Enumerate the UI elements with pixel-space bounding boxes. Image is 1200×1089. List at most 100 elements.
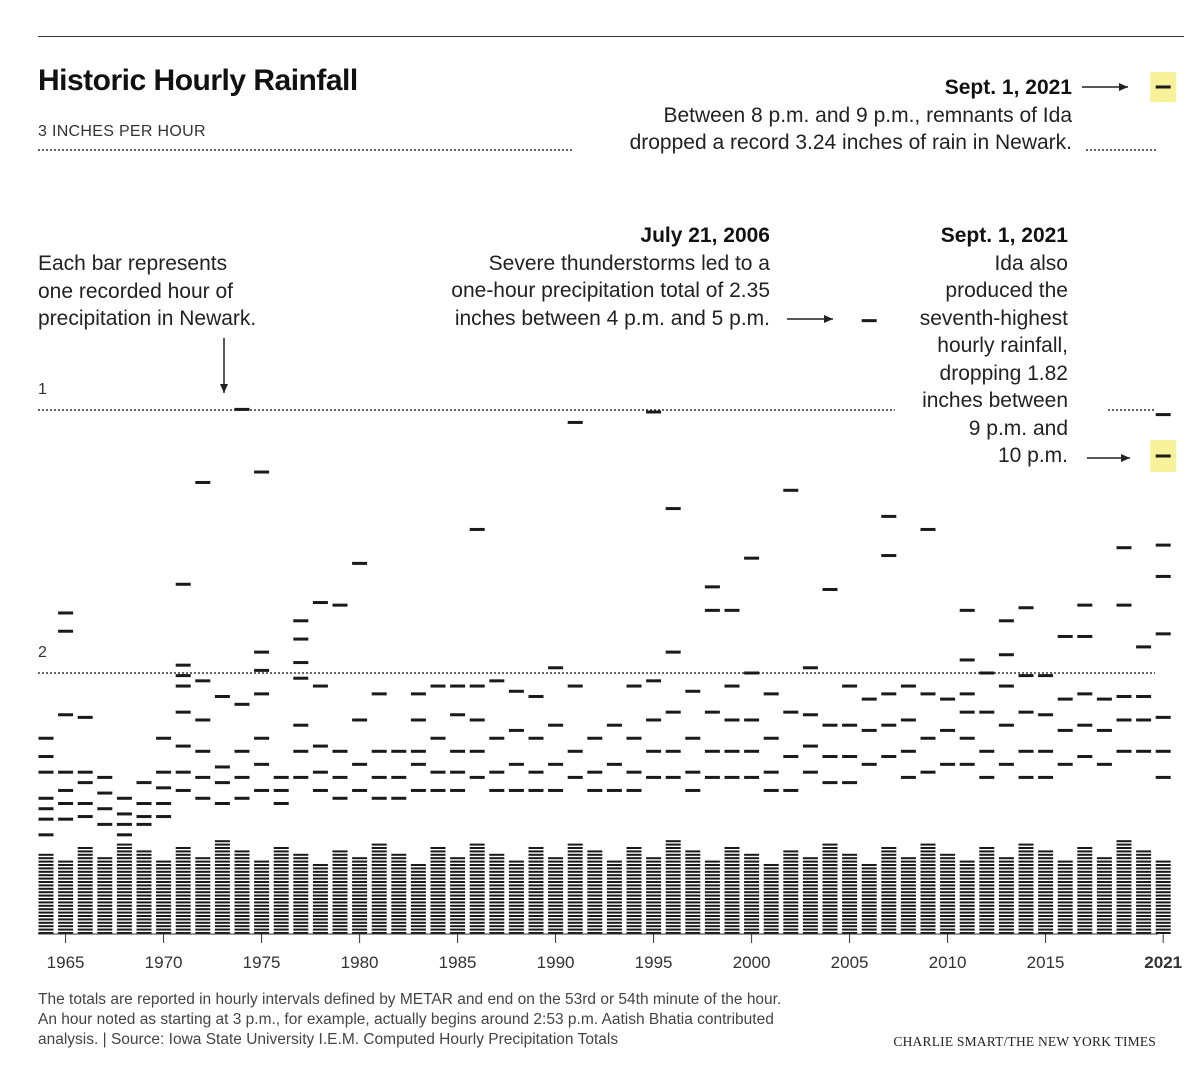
hour-bar xyxy=(254,762,270,766)
hour-bar xyxy=(254,650,270,654)
credit: CHARLIE SMART/THE NEW YORK TIMES xyxy=(893,1034,1156,1049)
base-hour-bar xyxy=(920,911,936,914)
base-hour-bar xyxy=(900,874,916,877)
base-hour-bar xyxy=(1136,932,1152,934)
base-hour-bar xyxy=(214,850,230,853)
hour-bar xyxy=(1155,543,1171,547)
base-hour-bar xyxy=(450,864,466,866)
base-hour-bar xyxy=(1018,932,1034,934)
base-hour-bar xyxy=(548,857,564,860)
base-hour-bar xyxy=(861,870,877,873)
base-hour-bar xyxy=(38,884,54,887)
hour-bar xyxy=(156,815,172,819)
base-hour-bar xyxy=(646,870,662,873)
hour-bar xyxy=(704,608,720,612)
base-hour-bar xyxy=(156,891,172,894)
base-hour-bar xyxy=(312,898,328,900)
base-hour-bar xyxy=(940,925,956,928)
base-hour-bar xyxy=(920,843,936,846)
base-hour-bar xyxy=(450,928,466,931)
hour-bar xyxy=(724,718,740,722)
base-hour-bar xyxy=(685,853,701,856)
base-hour-bar xyxy=(38,870,54,873)
base-hour-bar xyxy=(920,847,936,849)
base-hour-bar xyxy=(1038,881,1054,883)
base-hour-bar xyxy=(1116,867,1132,870)
hour-bar xyxy=(254,692,270,696)
hour-bar xyxy=(646,410,662,414)
base-hour-bar xyxy=(469,932,485,934)
base-hour-bar xyxy=(489,928,505,931)
base-hour-bar xyxy=(920,857,936,860)
base-hour-bar xyxy=(842,877,858,880)
base-hour-bar xyxy=(371,881,387,883)
base-hour-bar xyxy=(959,884,975,887)
base-hour-bar xyxy=(1096,877,1112,880)
base-hour-bar xyxy=(842,853,858,856)
base-hour-bar xyxy=(822,864,838,866)
base-hour-bar xyxy=(293,864,309,866)
base-hour-bar xyxy=(783,904,799,907)
base-hour-bar xyxy=(842,898,858,900)
base-hour-bar xyxy=(450,915,466,917)
base-hour-bar xyxy=(214,867,230,870)
base-hour-bar xyxy=(822,894,838,897)
base-hour-bar xyxy=(1155,901,1171,904)
base-hour-bar xyxy=(567,860,583,863)
base-hour-bar xyxy=(881,853,897,856)
base-hour-bar xyxy=(724,853,740,856)
base-hour-bar xyxy=(77,853,93,856)
base-hour-bar xyxy=(959,898,975,900)
base-hour-bar xyxy=(665,860,681,863)
x-tick-label: 1985 xyxy=(439,953,477,972)
hour-bar xyxy=(646,775,662,779)
hour-bar xyxy=(1155,749,1171,753)
base-hour-bar xyxy=(646,887,662,890)
base-hour-bar xyxy=(606,894,622,897)
base-hour-bar xyxy=(626,850,642,853)
base-hour-bar xyxy=(195,870,211,873)
base-hour-bar xyxy=(587,891,603,894)
base-hour-bar xyxy=(1096,921,1112,924)
base-hour-bar xyxy=(920,884,936,887)
annotation-explainer: Each bar represents one recorded hour of… xyxy=(38,250,338,333)
base-hour-bar xyxy=(665,932,681,934)
base-hour-bar xyxy=(293,853,309,856)
base-hour-bar xyxy=(920,853,936,856)
base-hour-bar xyxy=(156,915,172,917)
base-hour-bar xyxy=(822,921,838,924)
base-hour-bar xyxy=(959,864,975,866)
x-tick-label: 2000 xyxy=(733,953,771,972)
base-hour-bar xyxy=(97,857,113,860)
base-hour-bar xyxy=(665,864,681,866)
hour-bar xyxy=(1155,574,1171,578)
base-hour-bar xyxy=(58,894,74,897)
base-hour-bar xyxy=(156,925,172,928)
annotation-record: Sept. 1, 2021 Between 8 p.m. and 9 p.m.,… xyxy=(512,74,1072,157)
base-hour-bar xyxy=(1057,884,1073,887)
hour-bar xyxy=(1057,762,1073,766)
hour-bar xyxy=(136,802,152,805)
base-hour-bar xyxy=(881,870,897,873)
base-hour-bar xyxy=(116,843,132,846)
base-hour-bar xyxy=(273,857,289,860)
base-hour-bar xyxy=(959,870,975,873)
hour-bar xyxy=(430,736,446,740)
base-hour-bar xyxy=(587,911,603,914)
base-hour-bar xyxy=(1018,853,1034,856)
annotation-july2006-line-1: Severe thunderstorms led to a xyxy=(488,251,770,275)
base-hour-bar xyxy=(842,932,858,934)
base-hour-bar xyxy=(528,918,544,921)
base-hour-bar xyxy=(940,894,956,897)
base-hour-bar xyxy=(489,904,505,907)
base-hour-bar xyxy=(136,901,152,904)
base-hour-bar xyxy=(783,891,799,894)
hour-bar xyxy=(195,775,211,779)
annotation-seventh-line-5: dropping 1.82 xyxy=(939,361,1068,385)
base-hour-bar xyxy=(97,921,113,924)
base-hour-bar xyxy=(665,891,681,894)
hour-bar xyxy=(38,736,54,740)
base-hour-bar xyxy=(548,864,564,866)
base-hour-bar xyxy=(567,853,583,856)
base-hour-bar xyxy=(1057,860,1073,863)
